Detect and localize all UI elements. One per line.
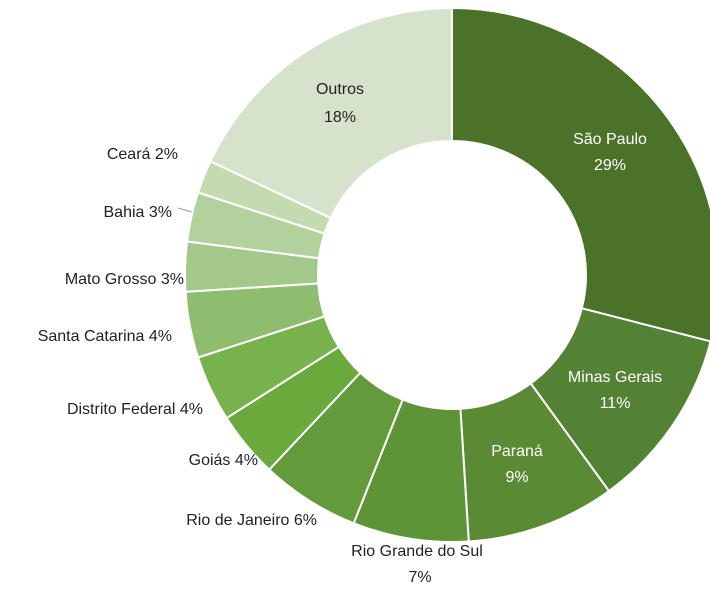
donut-slice (451, 6, 710, 343)
slice-category: Santa Catarina (38, 328, 145, 345)
slice-label: Mato Grosso 3% (65, 271, 184, 288)
slice-label: Paraná (491, 443, 543, 460)
slice-value-label: 6% (294, 512, 317, 529)
slice-label: Distrito Federal 4% (67, 401, 203, 418)
slice-value-label: 2% (155, 146, 178, 163)
slice-category: Ceará (107, 146, 151, 163)
slice-category: Bahia (104, 204, 145, 221)
slice-value-label: 4% (149, 328, 172, 345)
slice-value-label: 18% (324, 109, 356, 126)
slice-label: Outros (316, 81, 364, 98)
slice-category: Distrito Federal (67, 401, 175, 418)
slice-label: Santa Catarina 4% (38, 328, 172, 345)
slice-value-label: 9% (505, 469, 528, 486)
slice-value-label: 3% (161, 271, 184, 288)
slice-label: São Paulo (573, 131, 647, 148)
slice-value-label: 11% (600, 395, 631, 412)
slice-label: Goiás 4% (189, 452, 258, 469)
slice-label: Rio Grande do Sul (351, 543, 483, 560)
slice-label: Rio de Janeiro 6% (186, 512, 317, 529)
slice-label: Bahia 3% (104, 204, 173, 221)
slice-category: Rio de Janeiro (186, 512, 289, 529)
slice-label: Minas Gerais (568, 369, 662, 386)
slice-value-label: 3% (149, 204, 172, 221)
slice-label: Ceará 2% (107, 146, 178, 163)
slice-value-label: 29% (594, 157, 626, 174)
slice-value-label: 4% (235, 452, 258, 469)
donut-slice (209, 6, 453, 220)
slice-category: Mato Grosso (65, 271, 157, 288)
slice-value-label: 7% (408, 569, 431, 586)
slice-value-label: 4% (180, 401, 203, 418)
slice-category: Goiás (189, 452, 231, 469)
